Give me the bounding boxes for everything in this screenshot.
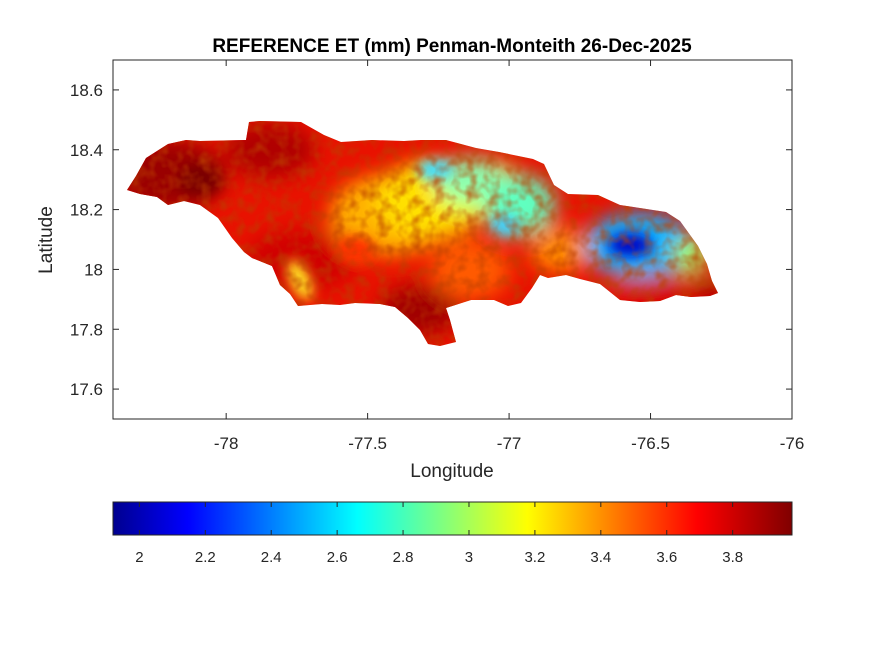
axes-box [112,59,793,420]
y-tick-label: 17.8 [70,320,103,339]
colorbar-tick-label: 3 [465,549,473,566]
colorbar-tick-label: 2.2 [195,549,216,566]
colorbar-tick-label: 3.6 [656,549,677,566]
x-ticks: -78 -77.5 -77 -76.5 -76 [214,60,804,453]
colorbar-tick-label: 2.4 [261,549,282,566]
colorbar-tick-label: 3.2 [524,549,545,566]
colorbar-tick-label: 3.8 [722,549,743,566]
colorbar-tick-label: 2.6 [327,549,348,566]
y-axis-label: Latitude [36,206,57,274]
x-axis-label: Longitude [410,461,493,482]
x-tick-label: -76 [780,434,805,453]
colorbar-gradient [113,502,792,535]
y-ticks: 17.6 17.8 18 18.2 18.4 18.6 [70,81,792,399]
y-tick-label: 17.6 [70,380,103,399]
y-tick-label: 18 [84,260,103,279]
y-tick-label: 18.2 [70,201,103,220]
colorbar-box [112,501,793,536]
colorbar-ticks: 2 2.2 2.4 2.6 2.8 3 3.2 3.4 3.6 3.8 [135,502,743,566]
x-tick-label: -78 [214,434,239,453]
colorbar-tick-label: 2.8 [393,549,414,566]
colorbar-tick-label: 2 [135,549,143,566]
x-tick-label: -77.5 [348,434,387,453]
colorbar-tick-label: 3.4 [590,549,611,566]
chart-title: REFERENCE ET (mm) Penman-Monteith 26-Dec… [212,36,692,57]
y-tick-label: 18.6 [70,81,103,100]
x-tick-label: -76.5 [631,434,670,453]
x-tick-label: -77 [497,434,522,453]
y-tick-label: 18.4 [70,141,103,160]
